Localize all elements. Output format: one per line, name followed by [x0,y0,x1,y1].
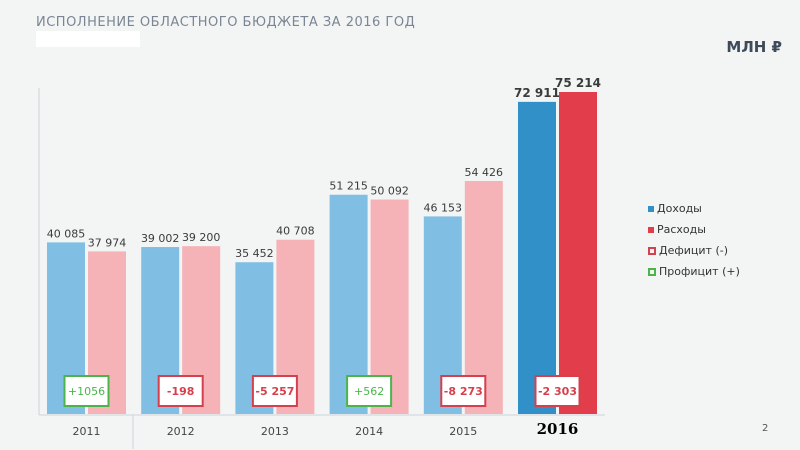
balance-label: -5 257 [255,385,294,398]
balance-label: -198 [167,385,195,398]
bar-value-label: 54 426 [465,166,504,179]
bar-value-label: 40 085 [47,227,86,240]
bar-value-label: 51 215 [329,180,368,193]
legend-item-expense: Расходы [648,219,740,240]
bar-expense-2016 [559,92,597,414]
legend-label-surplus: Профицит (+) [659,265,740,278]
chart-title: ИСПОЛНЕНИЕ ОБЛАСТНОГО БЮДЖЕТА ЗА 2016 ГО… [36,15,416,30]
balance-box-2016 [534,375,581,407]
legend: Доходы Расходы Дефицит (-) Профицит (+) [648,198,740,282]
legend-label-expense: Расходы [657,223,706,236]
balance-label: -2 303 [538,385,577,398]
legend-label-income: Доходы [657,202,702,215]
bar-value-label: 72 911 [514,86,560,100]
balance-box-2012 [157,375,204,407]
unit-label: МЛН ₽ [726,38,782,56]
bar-value-label: 39 200 [182,231,221,244]
x-tick-label: 2015 [449,425,477,438]
balance-box-2011 [63,375,110,407]
balance-box-2013 [251,375,298,407]
surplus-swatch-icon [648,267,656,276]
x-tick-label: 2011 [73,425,101,438]
x-tick-label: 2016 [537,420,579,438]
legend-item-income: Доходы [648,198,740,219]
bar-value-label: 37 974 [88,236,127,249]
bar-value-label: 39 002 [141,232,180,245]
expense-swatch-icon [648,226,654,233]
x-tick-label: 2012 [167,425,195,438]
x-tick-label: 2014 [355,425,383,438]
legend-label-deficit: Дефицит (-) [659,244,729,257]
legend-item-surplus: Профицит (+) [648,261,740,282]
income-swatch-icon [648,205,654,212]
x-tick-label: 2013 [261,425,289,438]
page-number: 2 [762,423,769,434]
bar-value-label: 75 214 [555,76,601,90]
deficit-swatch-icon [648,246,656,255]
balance-label: -8 273 [444,385,483,398]
balance-label: +562 [354,385,384,398]
bar-value-label: 40 708 [276,225,315,238]
balance-label: +1056 [68,385,105,398]
balance-box-2014 [346,375,393,407]
legend-item-deficit: Дефицит (-) [648,240,740,261]
balance-box-2015 [440,375,487,407]
bar-value-label: 46 153 [424,201,463,214]
bar-value-label: 50 092 [370,185,409,198]
bar-value-label: 35 452 [235,247,274,260]
bar-income-2016 [518,101,556,415]
title-placeholder-box [36,31,140,47]
